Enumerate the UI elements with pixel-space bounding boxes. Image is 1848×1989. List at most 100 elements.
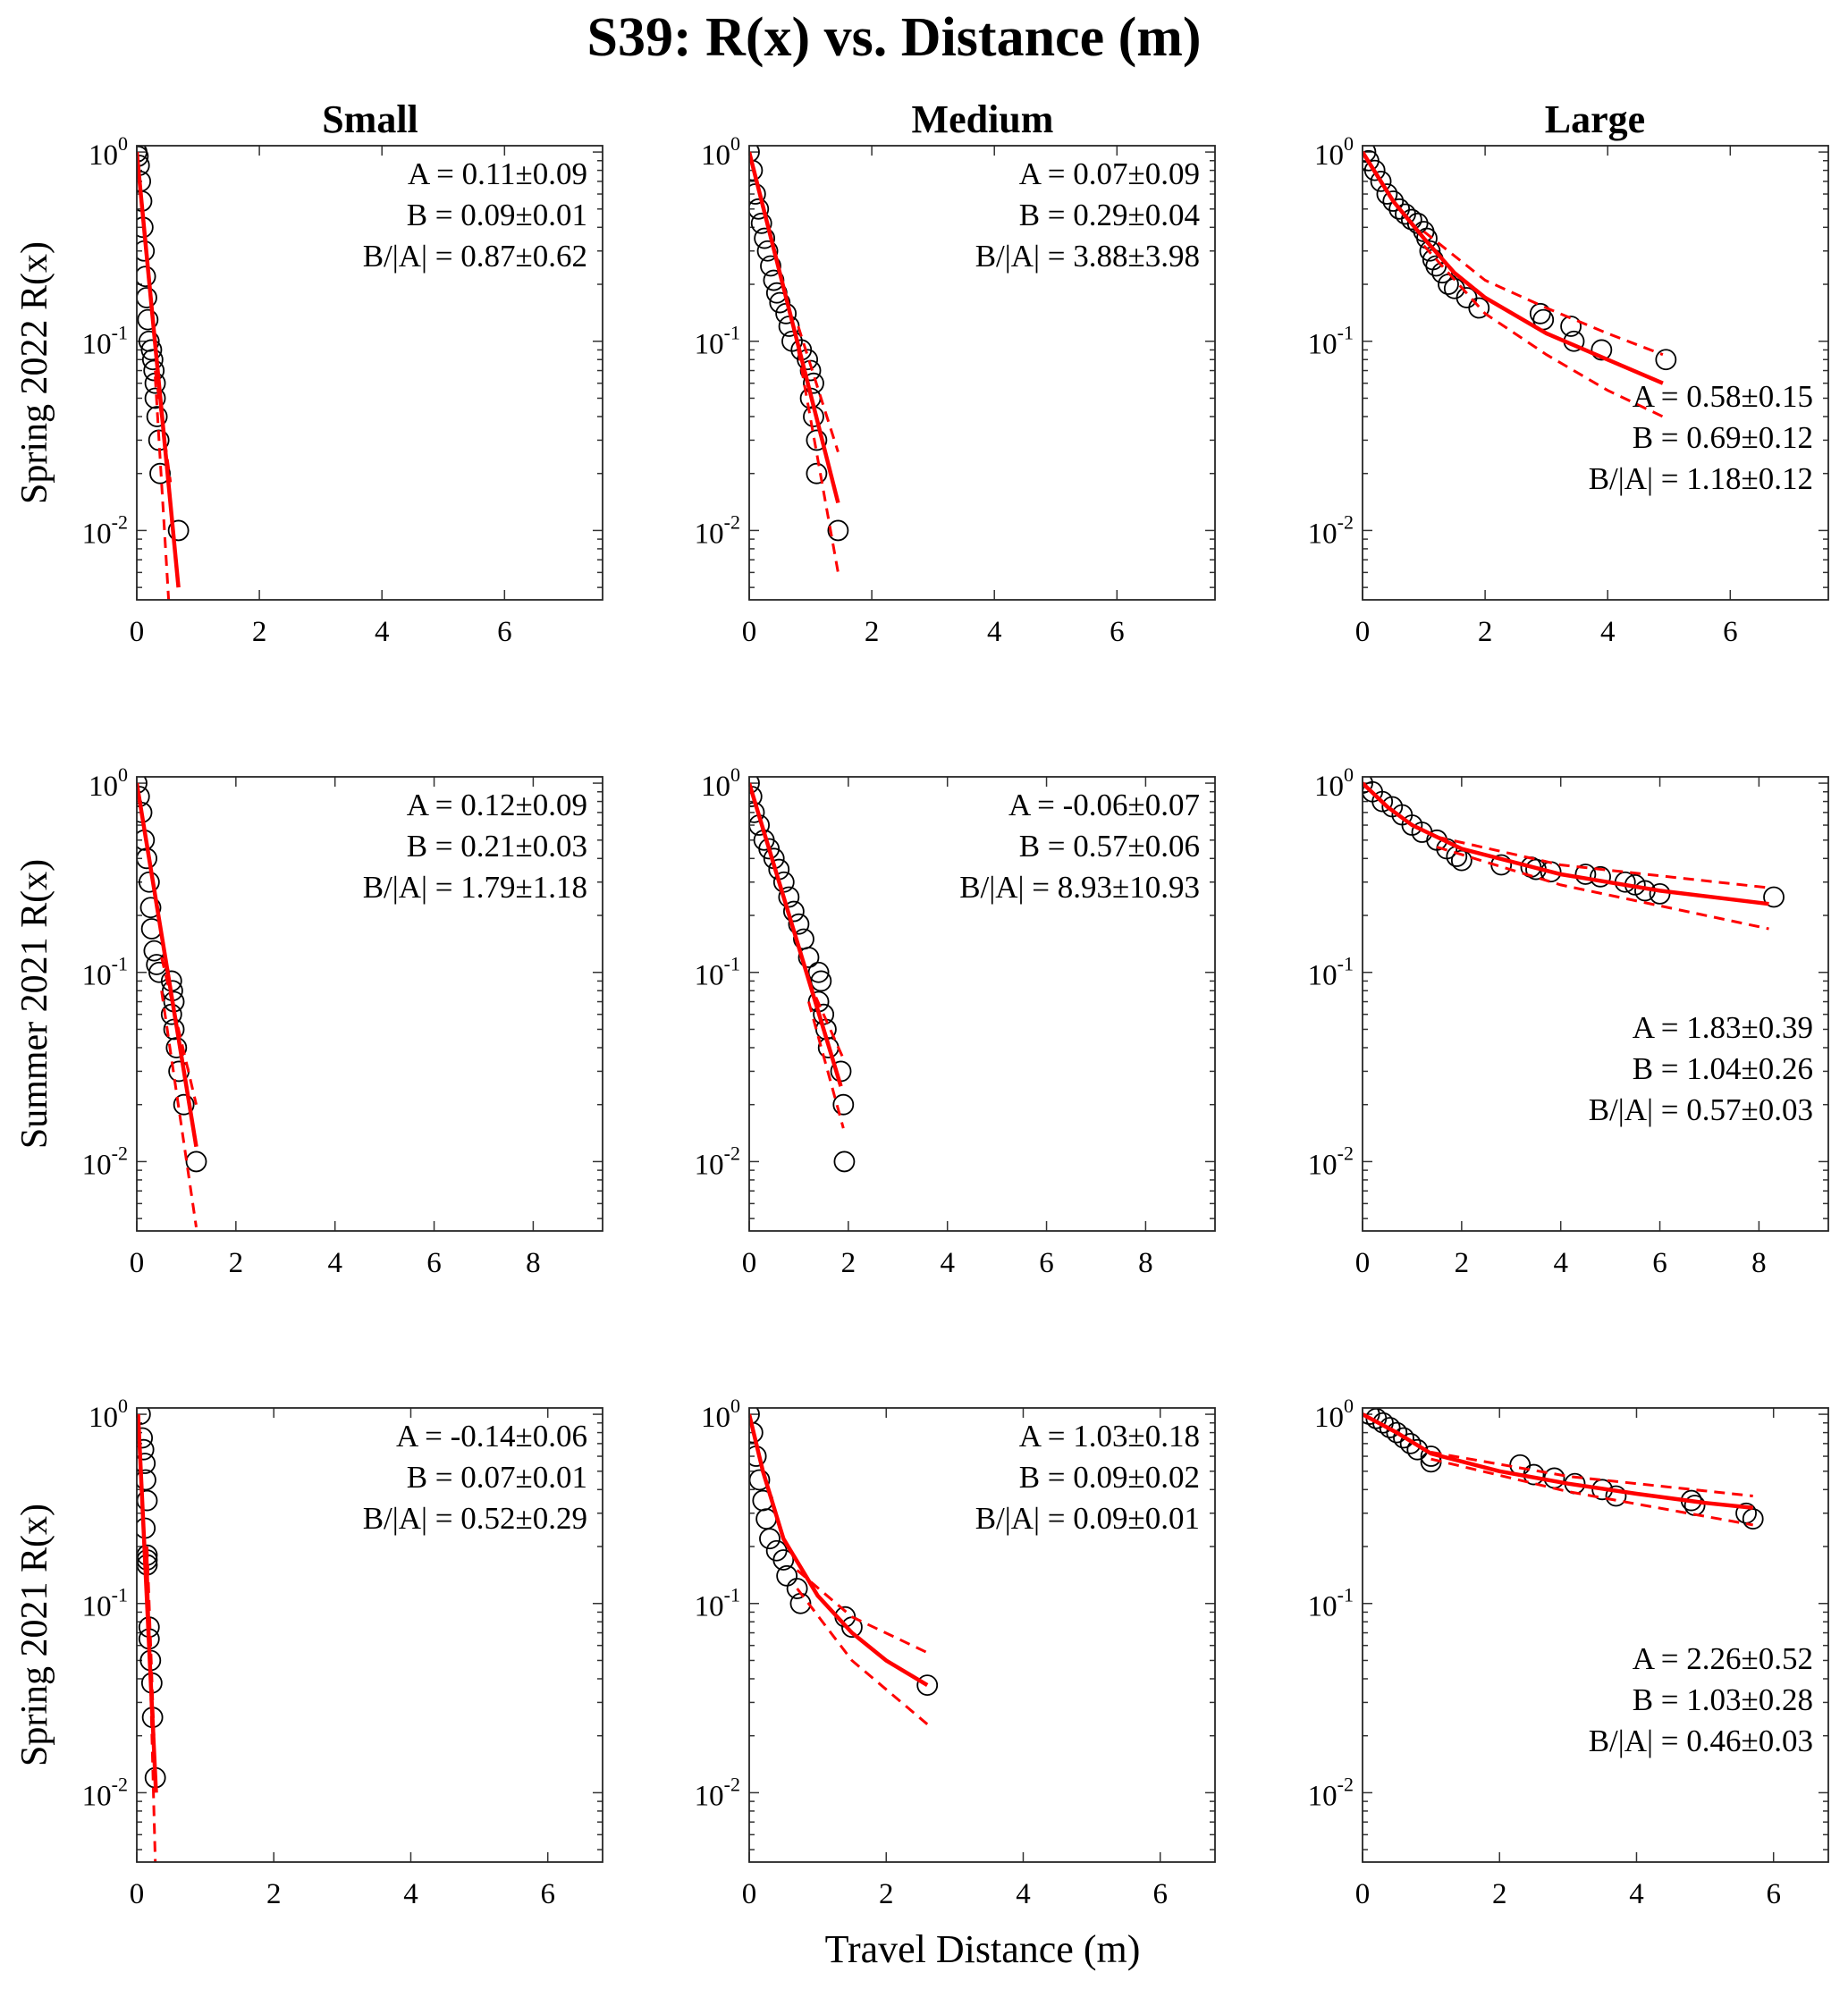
fit-parameter-annotation: A = 0.11±0.09 [408,156,587,191]
plot-area [749,777,856,1173]
y-tick-base: 10 [695,518,724,550]
y-tick-exponent: -1 [724,953,740,975]
fit-parameter-annotation: B/|A| = 0.09±0.01 [975,1501,1200,1536]
y-tick-exponent: -2 [1337,1142,1354,1164]
fit-parameter-annotation: B/|A| = 0.87±0.62 [363,239,587,274]
x-tick-label: 4 [375,616,390,648]
data-point [782,900,805,923]
y-tick-base: 10 [701,1402,730,1434]
x-tick-label: 8 [526,1247,541,1279]
ci-lower-line [154,376,171,600]
ci-upper-line [1430,1451,1753,1497]
y-tick-exponent: 0 [1344,763,1354,786]
y-tick-label: 10-2 [82,1142,128,1181]
x-tick-label: 2 [879,1878,894,1910]
x-tick-label: 6 [1723,616,1738,648]
y-tick-label: 10-1 [82,953,128,992]
fit-parameter-annotation: A = 1.83±0.39 [1633,1010,1813,1045]
data-point [1386,1421,1408,1444]
row-label-spring-2021: Spring 2021 R(x) [14,1504,55,1766]
x-tick-label: 0 [1355,1878,1371,1910]
column-title-large: Large [1545,97,1645,141]
data-point [769,291,791,314]
y-tick-exponent: -2 [724,510,740,533]
data-point [778,886,800,908]
data-point [758,838,781,860]
data-point [1371,790,1394,813]
data-point [1468,297,1490,319]
y-tick-exponent: -1 [724,322,740,344]
y-tick-label: 10-2 [82,510,128,550]
y-tick-base: 10 [695,329,724,361]
y-tick-label: 10-2 [695,510,740,550]
x-tick-label: 4 [1600,616,1616,648]
data-point [772,1549,795,1571]
x-tick-label: 4 [327,1247,342,1279]
row-label-summer-2021: Summer 2021 R(x) [14,859,55,1149]
data-point [749,777,760,794]
data-point [749,1408,760,1425]
data-point [749,146,760,163]
fit-parameter-annotation: B/|A| = 0.57±0.03 [1589,1092,1813,1127]
data-point [149,462,171,485]
x-tick-label: 4 [1553,1247,1568,1279]
data-point [138,871,160,893]
y-tick-base: 10 [89,139,118,172]
y-tick-exponent: -2 [724,1142,740,1164]
data-point [1590,865,1611,888]
y-tick-label: 100 [89,132,128,172]
fit-parameter-annotation: B = 1.04±0.26 [1633,1051,1813,1086]
y-tick-base: 10 [1314,771,1344,803]
plot-area [137,146,190,600]
data-point [803,372,824,394]
fit-parameter-annotation: B/|A| = 3.88±3.98 [975,239,1200,274]
plot-area [137,1408,166,1862]
column-title-small: Small [322,97,418,141]
y-tick-base: 10 [701,771,730,803]
y-tick-exponent: 0 [730,763,740,786]
data-point [137,308,159,331]
y-tick-base: 10 [1308,329,1337,361]
data-point [1363,159,1386,181]
x-tick-label: 0 [742,1247,757,1279]
y-tick-exponent: 0 [118,763,128,786]
data-point [1655,349,1677,371]
data-point [1363,146,1377,163]
x-tick-label: 0 [130,616,145,648]
data-point [1560,316,1582,337]
y-tick-base: 10 [1308,1780,1337,1812]
y-tick-base: 10 [89,771,118,803]
y-tick-base: 10 [1308,518,1337,550]
x-tick-label: 6 [1766,1878,1781,1910]
x-tick-label: 6 [1652,1247,1667,1279]
data-point [137,1427,154,1449]
data-point [750,212,772,234]
ci-upper-line [807,980,845,1059]
y-tick-base: 10 [1308,960,1337,992]
y-tick-exponent: -1 [112,1584,128,1606]
x-tick-label: 2 [1478,616,1493,648]
y-tick-exponent: 0 [118,132,128,155]
data-point [1591,339,1613,361]
axes-box [748,776,1216,1232]
y-tick-label: 100 [1314,132,1354,172]
x-tick-label: 4 [403,1878,418,1910]
y-tick-base: 10 [695,1149,724,1181]
data-point [810,970,832,992]
data-point [140,339,163,361]
ci-lower-line [797,350,840,573]
data-point [137,1469,156,1491]
y-tick-exponent: -1 [724,1584,740,1606]
fit-line [749,1413,929,1688]
y-tick-label: 10-1 [82,1584,128,1623]
x-tick-label: 6 [1039,1247,1054,1279]
plot-area [1363,777,1785,931]
y-tick-exponent: -2 [112,510,128,533]
fit-line [137,782,198,1148]
data-point [833,1150,856,1173]
